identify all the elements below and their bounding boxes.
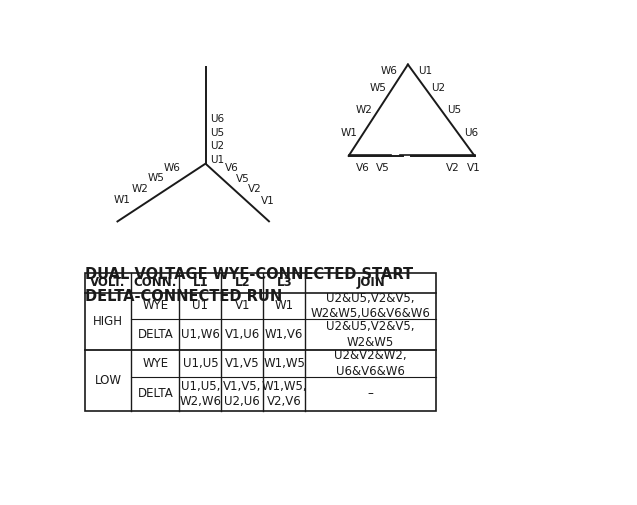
Text: DUAL VOLTAGE WYE-CONNECTED START: DUAL VOLTAGE WYE-CONNECTED START bbox=[85, 268, 413, 282]
Text: V5: V5 bbox=[376, 163, 390, 173]
Text: V1,V5: V1,V5 bbox=[225, 357, 260, 370]
Text: U2&V2&W2,
U6&V6&W6: U2&V2&W2, U6&V6&W6 bbox=[334, 349, 407, 378]
Text: U5: U5 bbox=[447, 105, 461, 115]
Text: V1,V5,
U2,U6: V1,V5, U2,U6 bbox=[223, 380, 261, 408]
Text: DELTA: DELTA bbox=[138, 328, 173, 341]
Text: U1,W6: U1,W6 bbox=[181, 328, 220, 341]
Text: WYE: WYE bbox=[142, 357, 168, 370]
Text: W6: W6 bbox=[163, 163, 180, 173]
Text: V1: V1 bbox=[261, 196, 275, 206]
Text: U1,U5: U1,U5 bbox=[183, 357, 218, 370]
Text: W2: W2 bbox=[355, 105, 373, 115]
Text: LOW: LOW bbox=[94, 374, 122, 387]
Text: U5: U5 bbox=[210, 128, 225, 137]
Text: U1: U1 bbox=[210, 155, 225, 165]
Text: V1: V1 bbox=[234, 299, 250, 313]
Text: W5: W5 bbox=[369, 83, 387, 93]
Text: V1,U6: V1,U6 bbox=[225, 328, 260, 341]
Text: W1,W5: W1,W5 bbox=[263, 357, 305, 370]
Text: HIGH: HIGH bbox=[93, 315, 123, 328]
Text: U2: U2 bbox=[210, 141, 225, 151]
Text: U6: U6 bbox=[210, 114, 225, 124]
Text: V6: V6 bbox=[356, 163, 370, 173]
Text: DELTA: DELTA bbox=[138, 387, 173, 400]
Text: W1: W1 bbox=[113, 195, 131, 205]
Text: WYE: WYE bbox=[142, 299, 168, 313]
Text: V2: V2 bbox=[248, 184, 261, 194]
Text: W2: W2 bbox=[131, 184, 148, 193]
Text: W1,V6: W1,V6 bbox=[265, 328, 303, 341]
Text: U2: U2 bbox=[431, 83, 445, 93]
Text: CONN.: CONN. bbox=[134, 276, 177, 289]
Text: U2&U5,V2&V5,
W2&W5,U6&V6&W6: U2&U5,V2&V5, W2&W5,U6&V6&W6 bbox=[311, 292, 431, 320]
Text: VOLT.: VOLT. bbox=[90, 276, 125, 289]
Text: W1: W1 bbox=[275, 299, 294, 313]
Text: U1,U5,
W2,W6: U1,U5, W2,W6 bbox=[180, 380, 221, 408]
Text: U2&U5,V2&V5,
W2&W5: U2&U5,V2&V5, W2&W5 bbox=[326, 321, 415, 349]
Text: DELTA-CONNECTED RUN: DELTA-CONNECTED RUN bbox=[85, 289, 282, 304]
Text: V5: V5 bbox=[236, 174, 250, 184]
Text: JOIN: JOIN bbox=[356, 276, 385, 289]
Bar bbox=[85, 273, 436, 411]
Text: L2: L2 bbox=[234, 276, 250, 289]
Text: –: – bbox=[368, 387, 373, 400]
Text: W5: W5 bbox=[147, 173, 164, 183]
Text: V6: V6 bbox=[225, 163, 238, 173]
Text: W1,W5,
V2,V6: W1,W5, V2,V6 bbox=[261, 380, 307, 408]
Text: U1: U1 bbox=[192, 299, 208, 313]
Text: L1: L1 bbox=[192, 276, 208, 289]
Text: L3: L3 bbox=[276, 276, 292, 289]
Text: W1: W1 bbox=[341, 128, 357, 138]
Text: V2: V2 bbox=[446, 163, 460, 173]
Text: W6: W6 bbox=[381, 66, 398, 76]
Text: U6: U6 bbox=[464, 128, 478, 138]
Text: V1: V1 bbox=[467, 163, 481, 173]
Text: U1: U1 bbox=[419, 66, 433, 76]
